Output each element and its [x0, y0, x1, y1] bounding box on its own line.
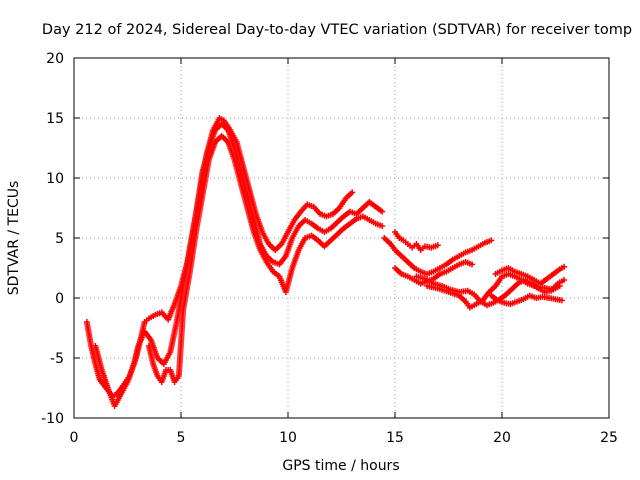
- data-point: [561, 263, 568, 270]
- data-point: [488, 237, 495, 244]
- y-tick-label: 15: [46, 111, 64, 127]
- series-trace-d: [381, 229, 568, 311]
- data-point: [556, 283, 563, 289]
- x-axis-label: GPS time / hours: [282, 458, 399, 474]
- x-tick-label: 25: [600, 430, 618, 446]
- data-point: [349, 189, 356, 196]
- data-point: [561, 277, 568, 283]
- x-tick-label: 10: [279, 430, 297, 446]
- points-layer: [83, 115, 568, 409]
- data-point: [379, 208, 386, 215]
- data-point: [434, 242, 441, 249]
- y-axis-label: SDTVAR / TECUs: [6, 181, 22, 296]
- chart-title: Day 212 of 2024, Sidereal Day-to-day VTE…: [42, 22, 632, 38]
- y-tick-label: 20: [46, 51, 64, 67]
- data-point: [469, 261, 476, 268]
- series-trace-c: [145, 133, 386, 385]
- axes-layer: 0 5 10 15 20 25 -10 -5 0 5 10 15 20: [41, 51, 618, 446]
- x-tick-label: 0: [70, 430, 79, 446]
- data-point: [379, 223, 386, 229]
- y-tick-label: 0: [55, 291, 64, 307]
- y-tick-label: 10: [46, 171, 64, 187]
- x-tick-label: 5: [177, 430, 186, 446]
- y-tick-label: 5: [55, 231, 64, 247]
- x-tick-label: 15: [386, 430, 404, 446]
- y-tick-label: -10: [41, 411, 64, 427]
- x-tick-label: 20: [493, 430, 511, 446]
- data-point: [558, 297, 565, 304]
- y-tick-label: -5: [50, 351, 64, 367]
